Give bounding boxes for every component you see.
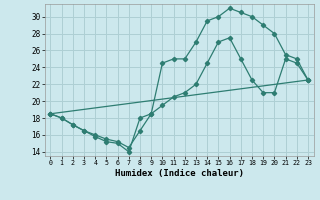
X-axis label: Humidex (Indice chaleur): Humidex (Indice chaleur) bbox=[115, 169, 244, 178]
